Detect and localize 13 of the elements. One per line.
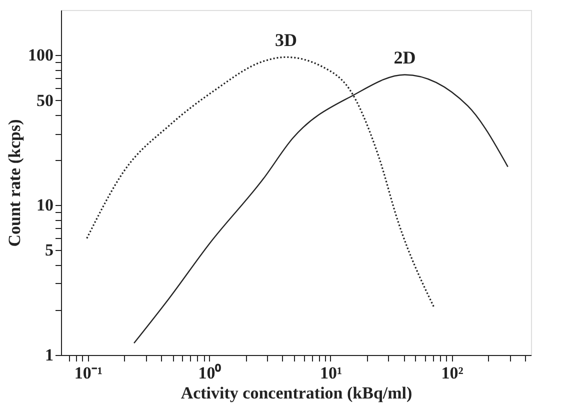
x-tick-label: 10⁻¹ [74,364,102,382]
series-label: 2D [394,48,416,68]
y-tick-label: 50 [36,90,54,110]
y-tick-label: 1 [45,346,54,364]
y-tick-label: 5 [45,240,54,260]
x-axis-title: Activity concentration (kBq/ml) [180,384,412,402]
x-tick-label: 10⁰ [198,364,222,382]
x-tick-label: 10¹ [320,364,342,382]
series-label: 3D [275,30,298,50]
x-tick-label: 10² [441,364,464,382]
y-tick-label: 10 [36,196,54,215]
y-axis-title: Count rate (kcps) [5,119,24,247]
y-tick-label: 100 [28,46,54,65]
